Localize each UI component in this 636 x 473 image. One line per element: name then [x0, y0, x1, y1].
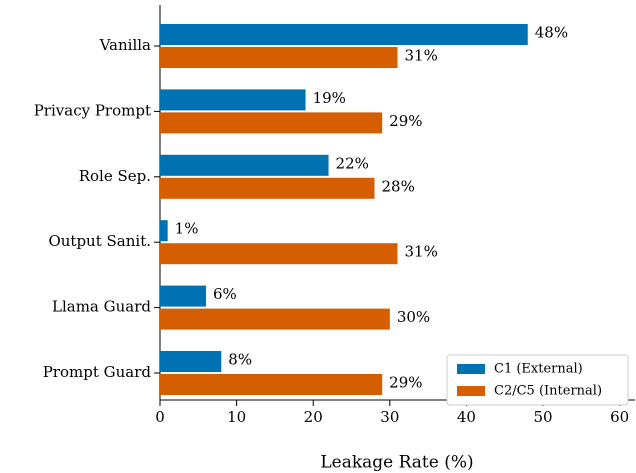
bar — [160, 374, 383, 395]
value-label: 29% — [389, 374, 422, 392]
x-tick-label: 40 — [457, 408, 476, 426]
value-label: 29% — [389, 112, 422, 130]
bar — [160, 308, 390, 330]
legend-label: C1 (External) — [494, 362, 583, 377]
x-tick-label: 20 — [304, 408, 323, 426]
value-label: 48% — [535, 24, 568, 42]
value-label: 1% — [175, 220, 199, 238]
y-tick-label: Llama Guard — [52, 298, 151, 316]
x-tick-label: 50 — [534, 408, 553, 426]
value-label: 28% — [382, 177, 415, 195]
bar — [160, 220, 168, 242]
value-label: 31% — [405, 47, 438, 65]
y-tick-label: Role Sep. — [79, 167, 151, 185]
value-label: 22% — [336, 154, 369, 172]
x-tick-label: 0 — [155, 408, 165, 426]
bar — [160, 47, 398, 68]
x-tick-label: 60 — [610, 408, 629, 426]
bar — [160, 285, 206, 307]
bar — [160, 112, 383, 134]
value-label: 6% — [213, 285, 237, 303]
bar — [160, 154, 329, 176]
bar — [160, 351, 222, 372]
value-label: 30% — [397, 308, 430, 326]
value-label: 8% — [228, 351, 252, 369]
x-tick-label: 30 — [380, 408, 399, 426]
legend-swatch — [457, 386, 485, 396]
value-label: 31% — [405, 243, 438, 261]
y-tick-label: Output Sanit. — [48, 232, 151, 250]
x-axis-label: Leakage Rate (%) — [320, 453, 473, 473]
legend-box — [446, 354, 629, 406]
legend-swatch — [457, 364, 485, 374]
y-tick-label: Vanilla — [99, 36, 151, 54]
y-tick-label: Prompt Guard — [43, 363, 152, 381]
bar — [160, 177, 375, 199]
bar — [160, 24, 528, 45]
bar — [160, 243, 398, 265]
bar — [160, 89, 306, 111]
legend-label: C2/C5 (Internal) — [494, 384, 602, 399]
value-label: 19% — [313, 89, 346, 107]
x-tick-label: 10 — [227, 408, 246, 426]
y-tick-label: Privacy Prompt — [34, 101, 151, 119]
